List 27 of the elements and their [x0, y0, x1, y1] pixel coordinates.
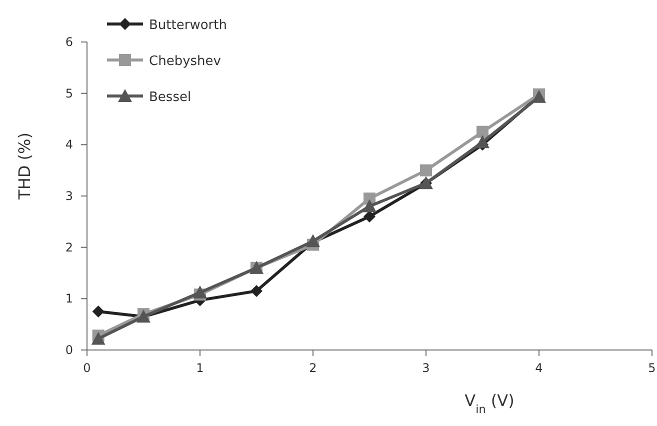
y-axis-title: THD (%): [15, 132, 34, 200]
point: [91, 332, 106, 345]
point: [362, 199, 376, 212]
point: [420, 164, 432, 176]
point: [476, 135, 490, 148]
legend-label: Bessel: [149, 90, 192, 105]
x-tick-label: 5: [648, 361, 656, 375]
point: [193, 286, 207, 299]
point: [364, 210, 376, 223]
x-tick-label: 1: [196, 361, 204, 375]
point: [92, 306, 104, 318]
point: [250, 284, 262, 297]
x-axis-title: V$_{in}$ (V): [464, 391, 514, 416]
x-tick-label: 2: [309, 361, 317, 375]
y-tick-label: 1: [65, 292, 73, 306]
y-tick-label: 6: [65, 35, 73, 49]
point: [476, 126, 488, 138]
y-tick-label: 4: [65, 138, 73, 152]
y-tick-label: 2: [65, 240, 73, 254]
legend-label: Butterworth: [149, 18, 227, 33]
y-tick-label: 3: [65, 189, 73, 203]
x-tick-label: 4: [535, 361, 543, 375]
x-tick-label: 3: [422, 361, 430, 375]
x-tick-label: 0: [83, 361, 91, 375]
y-tick-label: 0: [65, 343, 73, 357]
legend-label: Chebyshev: [149, 54, 222, 69]
y-tick-label: 5: [65, 86, 73, 100]
